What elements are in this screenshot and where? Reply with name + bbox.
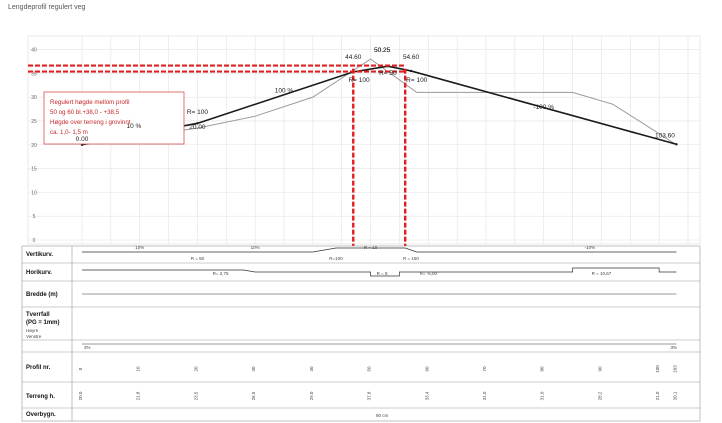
terrain-line xyxy=(81,58,677,146)
profile-number: 50 xyxy=(367,366,372,372)
tverrfall-pct-end: 3% xyxy=(670,345,677,350)
profile-number: 70 xyxy=(482,366,487,372)
band-frame xyxy=(21,245,701,422)
horikurv-label: R = 10,67 xyxy=(592,271,612,276)
terrain-height: 21.8 xyxy=(136,391,141,400)
annotation-line: Regulert høgde mellom profil xyxy=(50,99,129,106)
band-row-label: Profil nr. xyxy=(26,365,51,371)
terrain-height: 21.0 xyxy=(655,391,660,400)
data-label: 0.00 xyxy=(76,136,89,143)
y-tick-label: 30 xyxy=(31,95,37,101)
profile-number: 40 xyxy=(309,366,314,372)
annotation-line: Høgde over terreng i grovinnt xyxy=(50,119,131,126)
vertikurv-label: -10% xyxy=(585,245,596,250)
tverrfall-left-label: Venstre xyxy=(26,334,42,339)
profile-number: 0 xyxy=(78,367,83,370)
profile-number: 90 xyxy=(597,366,602,372)
vertikurv-line xyxy=(82,247,677,253)
data-label: -100 % xyxy=(533,104,554,111)
profile-number: 20 xyxy=(193,366,198,372)
terrain-height: 26.5 xyxy=(251,391,256,400)
y-tick-label: 5 xyxy=(33,214,36,220)
terrain-series xyxy=(81,58,677,146)
y-tick-label: 20 xyxy=(31,143,37,149)
terrain-height: 23.5 xyxy=(193,391,198,400)
profile-number: 30 xyxy=(251,366,256,372)
vertikurv-label: R = 10 xyxy=(364,245,378,250)
annotation-line: ca. 1,0- 1,5 m xyxy=(50,129,88,136)
horikurv-label: R= 2,75 xyxy=(213,271,229,276)
data-label: R= 100 xyxy=(406,77,428,84)
data-label: 100 % xyxy=(275,87,294,94)
annotation-box xyxy=(43,91,185,145)
road-point xyxy=(409,69,413,73)
data-label: 50.25 xyxy=(374,47,391,54)
profile-number: 60 xyxy=(424,366,429,372)
terrain-height: 37.8 xyxy=(367,391,372,400)
vertikurv-label: R = 150 xyxy=(403,256,419,261)
data-label: 103.60 xyxy=(655,133,675,140)
band-row-label: Tverrfall xyxy=(26,312,50,318)
terrain-height: 33.4 xyxy=(424,391,429,400)
profile-number: 103 xyxy=(672,365,677,373)
road-point xyxy=(196,122,199,125)
terrain-height: 20.0 xyxy=(78,391,83,400)
terrain-height: 29.0 xyxy=(309,391,314,400)
band-row-label: Vertikurv. xyxy=(26,252,53,258)
band-row-label: Bredde (m) xyxy=(26,292,58,298)
profile-number: 10 xyxy=(136,366,141,372)
terrain-height: 31.0 xyxy=(482,391,487,400)
highlight-lines xyxy=(28,64,407,336)
road-point xyxy=(675,143,678,146)
band-row-label: Overbygn. xyxy=(26,412,56,418)
terrain-height: 28.2 xyxy=(597,391,602,400)
peak-label: 50.25 xyxy=(374,47,391,54)
tverrfall-pct-start: 3% xyxy=(84,345,91,350)
profile-number: 100 xyxy=(655,365,660,373)
y-tick-label: 15 xyxy=(31,167,37,173)
horikurv-line xyxy=(82,267,677,277)
terrain-height: 20.1 xyxy=(672,391,677,400)
vertikurv-label: 10% xyxy=(135,245,144,250)
band-row-label: Horikurv. xyxy=(26,270,52,276)
horikurv-label: R = 8 xyxy=(377,271,388,276)
y-tick-label: 10 xyxy=(31,190,37,196)
peak-label: 54.60 xyxy=(403,54,420,61)
profile-number: 80 xyxy=(540,366,545,372)
band-row-label: (PG = 1mm) xyxy=(26,320,60,326)
y-tick-label: 0 xyxy=(33,238,36,244)
page-title: Lengdeprofil regulert veg xyxy=(8,4,86,11)
data-label: 10 % xyxy=(127,123,142,130)
y-tick-label: 25 xyxy=(31,119,37,125)
band-row-label: Terreng h. xyxy=(26,394,55,400)
overbygning-value: 80 cm xyxy=(376,413,389,418)
terrain-height: 31.0 xyxy=(540,391,545,400)
annotation-line: 50 og 60 bl.+38,0 - +38,5 xyxy=(50,109,120,116)
profile-bands: Vertikurv. Horikurv. Bredde (m) Tverrfall (P… xyxy=(21,245,701,422)
data-label: 20.00 xyxy=(189,124,206,131)
chart-labels: Regulert høgde mellom profil 50 og 60 bl.… xyxy=(43,47,675,145)
data-label: R= 50 xyxy=(379,70,397,77)
tverrfall-right-label: Høyre xyxy=(26,328,39,333)
data-label: R= 100 xyxy=(348,77,370,84)
horikurv-label: R= -6,00 xyxy=(420,271,438,276)
y-tick-label: 40 xyxy=(31,48,37,54)
vertikurv-label: R=100 xyxy=(329,256,343,261)
vertikurv-label: 10% xyxy=(251,245,260,250)
peak-label: 44.60 xyxy=(345,54,362,61)
vertikurv-label: R = 50 xyxy=(191,256,205,261)
y-tick-label: 35 xyxy=(31,71,37,77)
data-label: R= 100 xyxy=(187,109,209,116)
